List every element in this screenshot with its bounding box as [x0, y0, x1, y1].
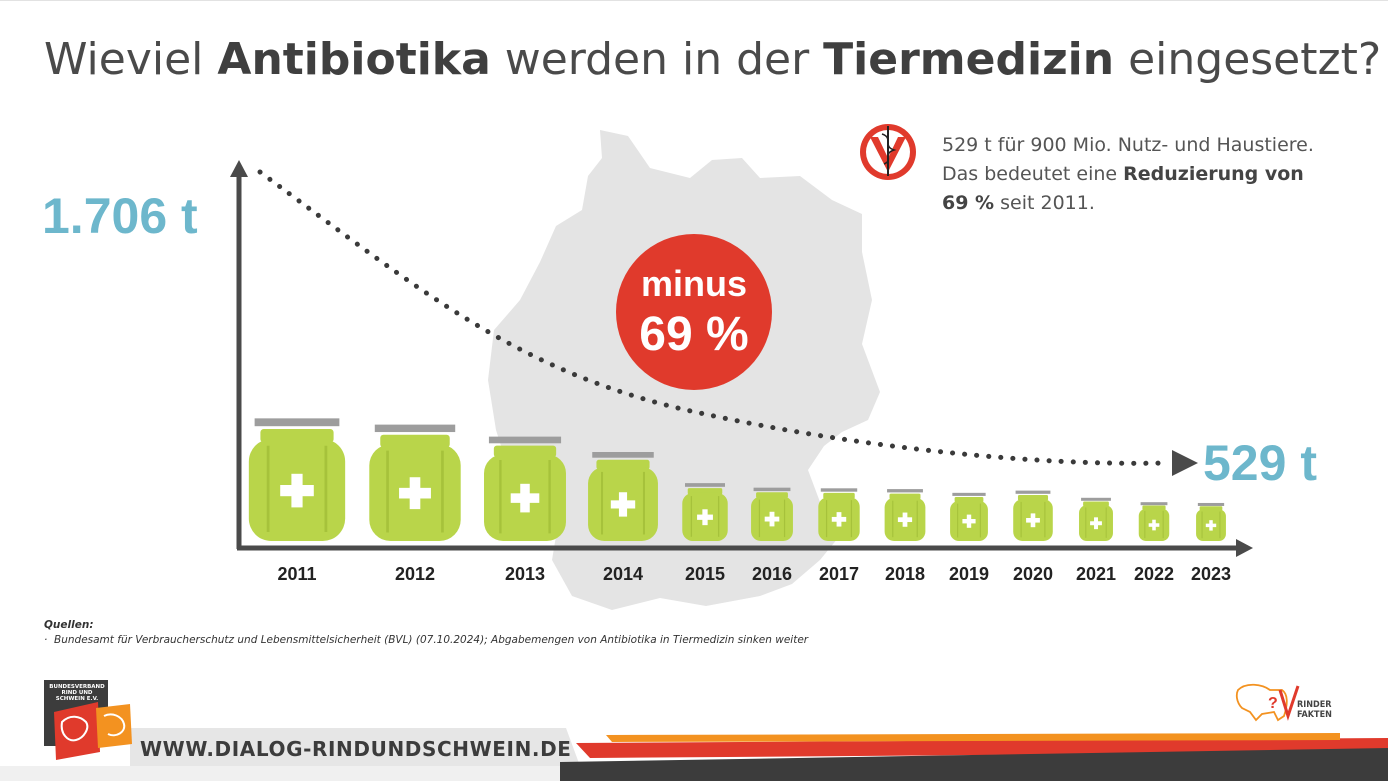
bundesverband-logo — [44, 680, 132, 760]
title-part: werden in der — [490, 34, 824, 85]
sources-heading: Quellen: — [44, 619, 94, 631]
bar — [588, 452, 658, 541]
stat-description: 529 t für 900 Mio. Nutz- und Haustiere. … — [942, 131, 1362, 218]
jar-lid — [592, 452, 654, 458]
jar-lid — [488, 436, 562, 444]
page-title: Wieviel Antibiotika werden in der Tierme… — [44, 34, 1381, 85]
plus-cross-icon — [610, 500, 636, 509]
bar — [484, 436, 566, 541]
bar — [950, 492, 988, 541]
badge-line1: minus — [641, 263, 747, 304]
x-tick-label: 2022 — [1134, 564, 1174, 584]
bar — [751, 487, 793, 541]
plus-cross-icon — [1205, 523, 1217, 528]
jar-neck — [889, 493, 921, 500]
arrow-right-icon — [1172, 450, 1198, 476]
plus-cross-icon — [831, 516, 847, 522]
title-bold: Antibiotika — [217, 34, 491, 85]
rinderfakten-line1: RINDER — [1297, 700, 1332, 710]
bars-group — [248, 418, 1226, 541]
x-tick-label: 2016 — [752, 564, 792, 584]
sources-item-text: Bundesamt für Verbraucherschutz und Lebe… — [54, 634, 809, 646]
x-tick-label: 2019 — [949, 564, 989, 584]
x-tick-labels: 2011 2012 2013 2014 2015 2016 2017 2018 2019 2020… — [277, 564, 1231, 584]
x-tick-label: 2014 — [603, 564, 643, 584]
end-value-label: 529 t — [1203, 435, 1317, 491]
title-part: eingesetzt? — [1114, 34, 1382, 85]
footer-band-gray — [130, 728, 580, 766]
website-link[interactable]: WWW.DIALOG-RINDUNDSCHWEIN.DE — [140, 737, 572, 761]
sources-item: · Bundesamt für Verbraucherschutz und Le… — [44, 634, 809, 646]
x-tick-label: 2023 — [1191, 564, 1231, 584]
x-tick-label: 2011 — [277, 564, 316, 584]
jar-lid — [753, 487, 791, 492]
x-tick-label: 2015 — [685, 564, 725, 584]
svg-text:?: ? — [1268, 695, 1278, 712]
bar — [1079, 497, 1113, 541]
trend-curve — [257, 169, 1167, 466]
plus-cross-icon — [399, 487, 431, 499]
jar-lid — [887, 489, 923, 493]
jar-lid — [374, 424, 456, 433]
jar-neck — [1142, 505, 1166, 510]
sources: Quellen: · Bundesamt für Verbraucherschu… — [44, 618, 808, 648]
jar-lid — [952, 492, 986, 496]
bar — [1013, 490, 1053, 541]
x-tick-label: 2017 — [819, 564, 859, 584]
bar — [1196, 502, 1226, 541]
plus-cross-icon — [1026, 517, 1040, 523]
plus-cross-icon — [1090, 521, 1102, 526]
reduction-badge — [616, 234, 772, 390]
rinderfakten-logo: ? — [1235, 683, 1300, 722]
x-tick-label: 2021 — [1076, 564, 1116, 584]
jar-lid — [685, 483, 725, 487]
arrow-up-icon — [230, 160, 248, 177]
jar-lid — [254, 418, 340, 427]
jar-lid — [1081, 497, 1111, 501]
stat-line2-prefix: Das bedeutet eine — [942, 163, 1124, 185]
footer-stripe-orange — [606, 733, 1340, 742]
x-tick-label: 2012 — [395, 564, 435, 584]
bundesverband-logo-text: BUNDESVERBAND RIND UND SCHWEIN E.V. — [49, 684, 105, 702]
jar-lid — [820, 488, 858, 492]
x-tick-label: 2018 — [885, 564, 925, 584]
stat-line1: 529 t für 900 Mio. Nutz- und Haustiere. — [942, 134, 1314, 156]
badge-line2: 69 % — [639, 308, 748, 361]
jar-lid — [1015, 490, 1051, 494]
bar — [1138, 502, 1170, 541]
plus-cross-icon — [764, 516, 780, 522]
title-bold: Tiermedizin — [823, 34, 1115, 85]
jar-lid — [1197, 502, 1225, 506]
plus-cross-icon — [697, 514, 713, 520]
x-tick-label: 2020 — [1013, 564, 1053, 584]
start-value-label: 1.706 t — [42, 188, 198, 244]
rinderfakten-logo-text: RINDER FAKTEN — [1297, 700, 1332, 720]
vet-caduceus-icon — [860, 124, 916, 180]
stat-line2-bold: Reduzierung von — [1123, 163, 1304, 185]
jar-lid — [1140, 502, 1168, 506]
plus-cross-icon — [1148, 523, 1160, 527]
bar — [884, 489, 926, 541]
plus-cross-icon — [280, 485, 314, 497]
jar-neck — [596, 459, 650, 470]
footer-stripe-gray — [0, 766, 560, 781]
bar — [248, 418, 346, 541]
stat-line3-suffix: seit 2011. — [994, 192, 1095, 214]
stat-line3-bold: 69 % — [942, 192, 995, 214]
plus-cross-icon — [897, 517, 913, 523]
bar — [818, 488, 860, 541]
x-tick-label: 2013 — [505, 564, 545, 584]
rinderfakten-line2: FAKTEN — [1297, 710, 1332, 720]
arrow-right-icon — [1236, 539, 1253, 557]
footer-stripe-dark — [560, 748, 1388, 781]
bar — [369, 424, 461, 541]
plus-cross-icon — [510, 493, 540, 503]
plus-cross-icon — [962, 519, 976, 524]
title-part: Wieviel — [44, 34, 218, 85]
bar — [682, 483, 728, 541]
